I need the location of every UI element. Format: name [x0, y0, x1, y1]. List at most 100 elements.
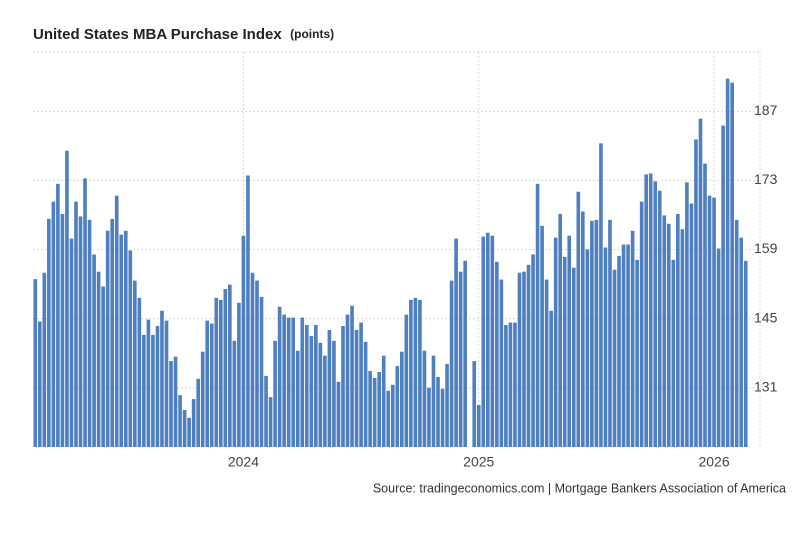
bar — [603, 247, 608, 447]
chart-unit: (points) — [290, 27, 334, 41]
bar — [526, 264, 531, 447]
x-tick-label: 2024 — [228, 454, 259, 470]
bar — [291, 317, 296, 447]
bar — [205, 320, 210, 447]
bar — [232, 340, 237, 447]
bar — [332, 340, 336, 447]
bar — [377, 371, 381, 447]
bar — [169, 361, 173, 447]
bar — [119, 234, 124, 447]
bar — [508, 322, 513, 447]
bar — [576, 191, 581, 447]
bar — [69, 238, 74, 447]
bar — [196, 378, 200, 447]
bar — [359, 322, 363, 447]
bar — [60, 213, 65, 447]
bar — [345, 314, 350, 447]
bar — [662, 215, 667, 447]
bar — [676, 213, 680, 447]
bar — [372, 377, 377, 447]
bar — [237, 302, 241, 447]
bar — [178, 395, 182, 447]
bar — [83, 178, 87, 447]
bar — [142, 334, 146, 447]
bar — [37, 321, 42, 447]
bar — [458, 271, 463, 447]
bar — [495, 261, 499, 447]
bar — [105, 230, 110, 447]
bar — [463, 260, 467, 447]
x-tick-label: 2026 — [698, 454, 729, 470]
bar — [250, 272, 255, 447]
bar — [409, 299, 413, 447]
bar — [630, 230, 635, 447]
bar — [209, 323, 214, 447]
bar — [191, 399, 196, 447]
bar — [354, 329, 359, 447]
bar — [685, 182, 689, 447]
bar — [264, 375, 268, 447]
bar — [74, 201, 78, 447]
bar — [241, 235, 246, 447]
y-tick-label: 159 — [754, 240, 778, 256]
bar — [341, 326, 345, 447]
bar — [653, 181, 658, 448]
chart-title: United States MBA Purchase Index — [33, 26, 282, 43]
bar — [431, 355, 436, 447]
bar — [228, 284, 232, 447]
bar — [721, 125, 725, 447]
bar — [65, 150, 69, 447]
bar — [712, 197, 716, 447]
bar — [386, 390, 391, 447]
bar — [449, 280, 454, 447]
bar — [694, 139, 698, 448]
bar — [246, 175, 250, 447]
bar — [621, 244, 626, 447]
bar — [422, 350, 427, 447]
bar — [295, 350, 300, 447]
bar — [517, 272, 522, 447]
bar — [581, 211, 585, 447]
bar — [440, 388, 445, 447]
bar — [657, 190, 662, 447]
bar — [707, 195, 712, 447]
bar — [490, 235, 495, 447]
bar — [513, 322, 517, 447]
bar — [549, 310, 553, 447]
bar — [594, 219, 599, 447]
bar — [734, 219, 739, 447]
bar — [418, 299, 422, 447]
bar — [413, 297, 418, 447]
bar — [635, 259, 639, 447]
bar — [218, 299, 223, 447]
bar — [703, 163, 707, 447]
bar — [51, 201, 56, 447]
bar — [214, 297, 219, 447]
bar — [160, 310, 164, 447]
bar — [123, 230, 128, 447]
bar — [567, 235, 572, 447]
bar — [155, 326, 160, 447]
bar — [472, 361, 477, 447]
bar — [114, 195, 119, 447]
bar — [436, 376, 440, 447]
bar — [327, 329, 332, 447]
bar — [314, 325, 318, 447]
bar — [255, 280, 259, 447]
bar — [42, 272, 47, 447]
bar — [445, 364, 449, 447]
bar — [404, 314, 409, 447]
bar — [300, 317, 305, 447]
bar — [164, 320, 169, 447]
bar — [259, 296, 264, 447]
bar — [363, 341, 368, 447]
bar — [151, 334, 155, 447]
bar — [730, 82, 734, 448]
bar — [223, 289, 228, 447]
bar — [571, 267, 576, 447]
bar — [540, 225, 544, 447]
bar — [182, 409, 187, 447]
bar — [535, 183, 540, 448]
